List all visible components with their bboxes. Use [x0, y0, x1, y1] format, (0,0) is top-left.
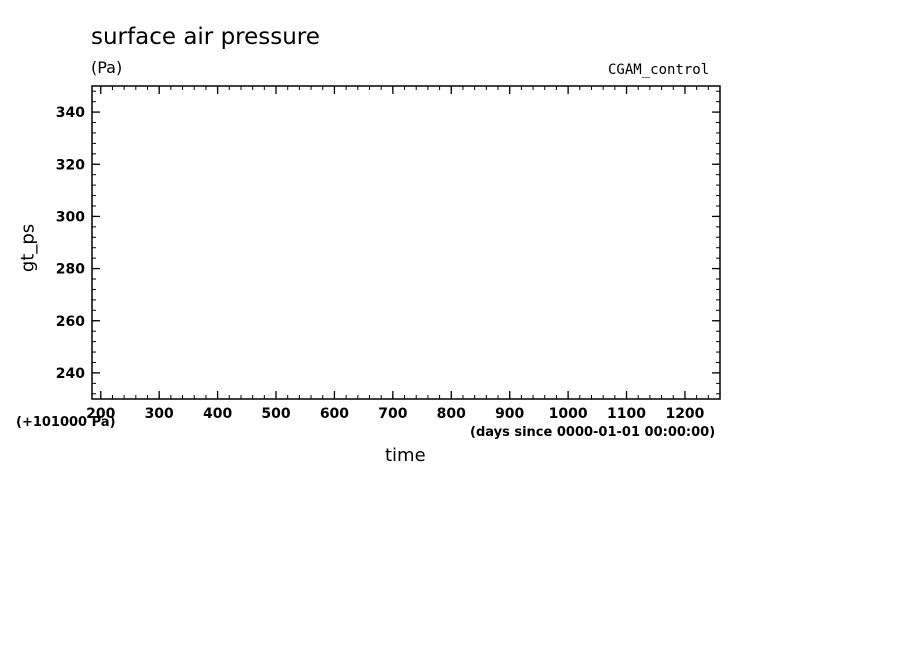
y-tick-label: 320: [56, 157, 85, 173]
y-tick-label: 340: [56, 105, 85, 121]
tick-labels: 200 300 400 500 600 700 800 900 1000 1100 1200 240 2…: [56, 105, 705, 422]
y-tick-label: 300: [56, 209, 85, 225]
plot-frame: [91, 85, 721, 400]
x-tick-label: 900: [495, 406, 524, 422]
major-ticks: [92, 86, 720, 399]
x-tick-label: 1100: [607, 406, 646, 422]
y-tick-label: 260: [56, 314, 85, 330]
x-tick-label: 600: [320, 406, 349, 422]
x-tick-label: 300: [145, 406, 174, 422]
chart-title: surface air pressure: [91, 24, 320, 50]
run-label: CGAM_control: [608, 62, 710, 78]
unit-label: (Pa): [91, 58, 123, 77]
x-tick-label: 700: [378, 406, 407, 422]
x-tick-label: 400: [203, 406, 232, 422]
y-tick-label: 280: [56, 262, 85, 278]
x-tick-label: 1000: [549, 406, 588, 422]
x-tick-label: 1200: [665, 406, 704, 422]
y-offset-label: (+101000 Pa): [16, 415, 116, 430]
x-tick-label: 200: [86, 406, 115, 422]
y-tick-label: 240: [56, 366, 85, 382]
x-axis-label: time: [385, 445, 426, 466]
x-tick-label: 500: [261, 406, 290, 422]
x-tick-label: 800: [437, 406, 466, 422]
minor-ticks: [92, 86, 721, 399]
x-units-label: (days since 0000-01-01 00:00:00): [470, 425, 716, 440]
